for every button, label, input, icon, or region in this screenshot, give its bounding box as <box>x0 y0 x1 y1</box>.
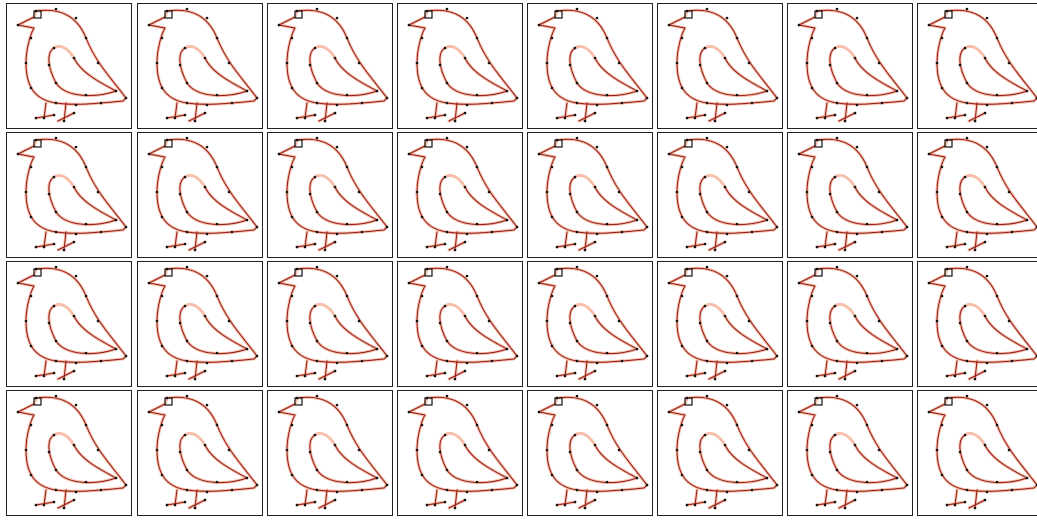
sketch-panel <box>918 262 1037 387</box>
sketch-panel <box>788 4 913 129</box>
sketch-panel <box>138 262 263 387</box>
sketch-panel <box>788 133 913 258</box>
sketch-panel <box>658 391 783 516</box>
sketch-panel <box>788 391 913 516</box>
sketch-panel <box>658 4 783 129</box>
sketch-panel <box>918 4 1037 129</box>
sketch-panel <box>918 391 1037 516</box>
sketch-panel <box>398 391 523 516</box>
sketch-panel <box>268 133 393 258</box>
sketch-panel <box>398 4 523 129</box>
sketch-panel <box>7 133 132 258</box>
sketch-panel <box>398 262 523 387</box>
sketch-panel <box>658 133 783 258</box>
sketch-panel <box>268 4 393 129</box>
sketch-panel <box>398 133 523 258</box>
sketch-panel <box>918 133 1037 258</box>
sketch-panel <box>138 391 263 516</box>
sketch-panel <box>528 133 653 258</box>
sketch-panel <box>7 391 132 516</box>
sketch-panel <box>528 4 653 129</box>
sketch-panel <box>268 391 393 516</box>
sketch-panel <box>138 4 263 129</box>
sketch-panel <box>7 262 132 387</box>
sketch-panel <box>528 391 653 516</box>
sketch-panel <box>658 262 783 387</box>
sketch-panel <box>7 4 132 129</box>
sketch-panel <box>528 262 653 387</box>
sketch-panel <box>138 133 263 258</box>
sketch-panel <box>788 262 913 387</box>
sketch-panel <box>268 262 393 387</box>
